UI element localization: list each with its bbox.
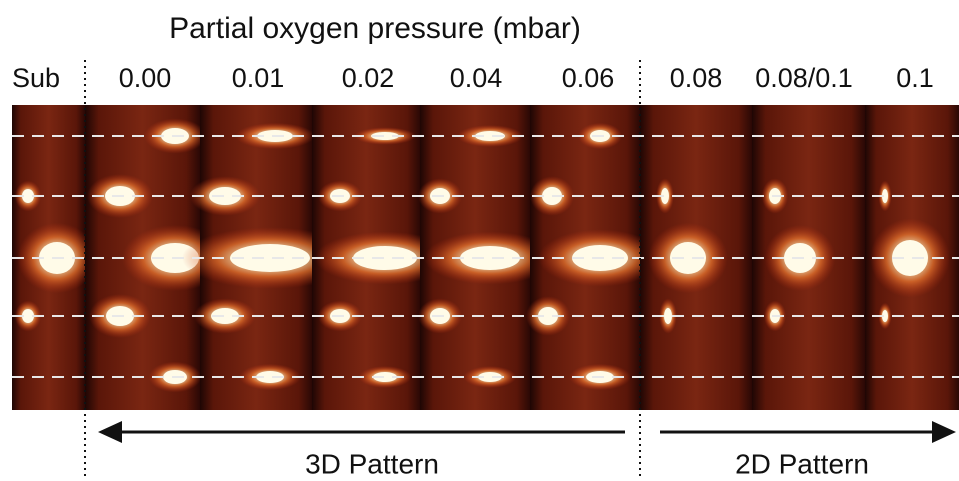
diffraction-spot: [478, 372, 502, 382]
column-label: 0.08/0.1: [755, 63, 853, 93]
column-labels: Sub 0.00 0.01 0.02 0.04 0.06 0.08 0.08/0.1 0.1: [12, 63, 934, 93]
diffraction-spot: [373, 372, 397, 382]
column-label: 0.08: [670, 63, 723, 93]
diffraction-spot: [661, 188, 669, 204]
arrow-head: [932, 421, 956, 443]
diffraction-spot: [882, 310, 888, 322]
diffraction-spot: [664, 308, 672, 324]
column-label: 0.1: [896, 63, 934, 93]
diffraction-spot: [230, 244, 310, 272]
diffraction-spot: [209, 187, 241, 205]
diffraction-spot: [22, 189, 34, 203]
arrow-head: [98, 421, 122, 443]
column-label: 0.01: [232, 63, 285, 93]
column-label: 0.06: [562, 63, 615, 93]
diffraction-spot: [538, 307, 558, 325]
diffraction-spot: [882, 189, 888, 203]
column-label: Sub: [12, 63, 60, 93]
diffraction-spot: [460, 246, 520, 270]
diffraction-spot: [353, 246, 417, 270]
pattern-label: 3D Pattern: [305, 448, 439, 479]
diffraction-spot: [892, 240, 928, 276]
column-label: 0.04: [450, 63, 503, 93]
pattern-label: 2D Pattern: [735, 448, 869, 479]
column-label: 0.00: [119, 63, 172, 93]
column-label: 0.02: [342, 63, 395, 93]
diffraction-spot: [371, 132, 399, 140]
diffraction-spot: [475, 131, 505, 141]
figure-title: Partial oxygen pressure (mbar): [169, 12, 581, 45]
diffraction-spot: [670, 242, 706, 274]
rheed-strip: [12, 105, 959, 410]
diffraction-spot: [22, 309, 34, 323]
diffraction-spot: [211, 308, 239, 324]
diffraction-spot: [256, 371, 284, 383]
